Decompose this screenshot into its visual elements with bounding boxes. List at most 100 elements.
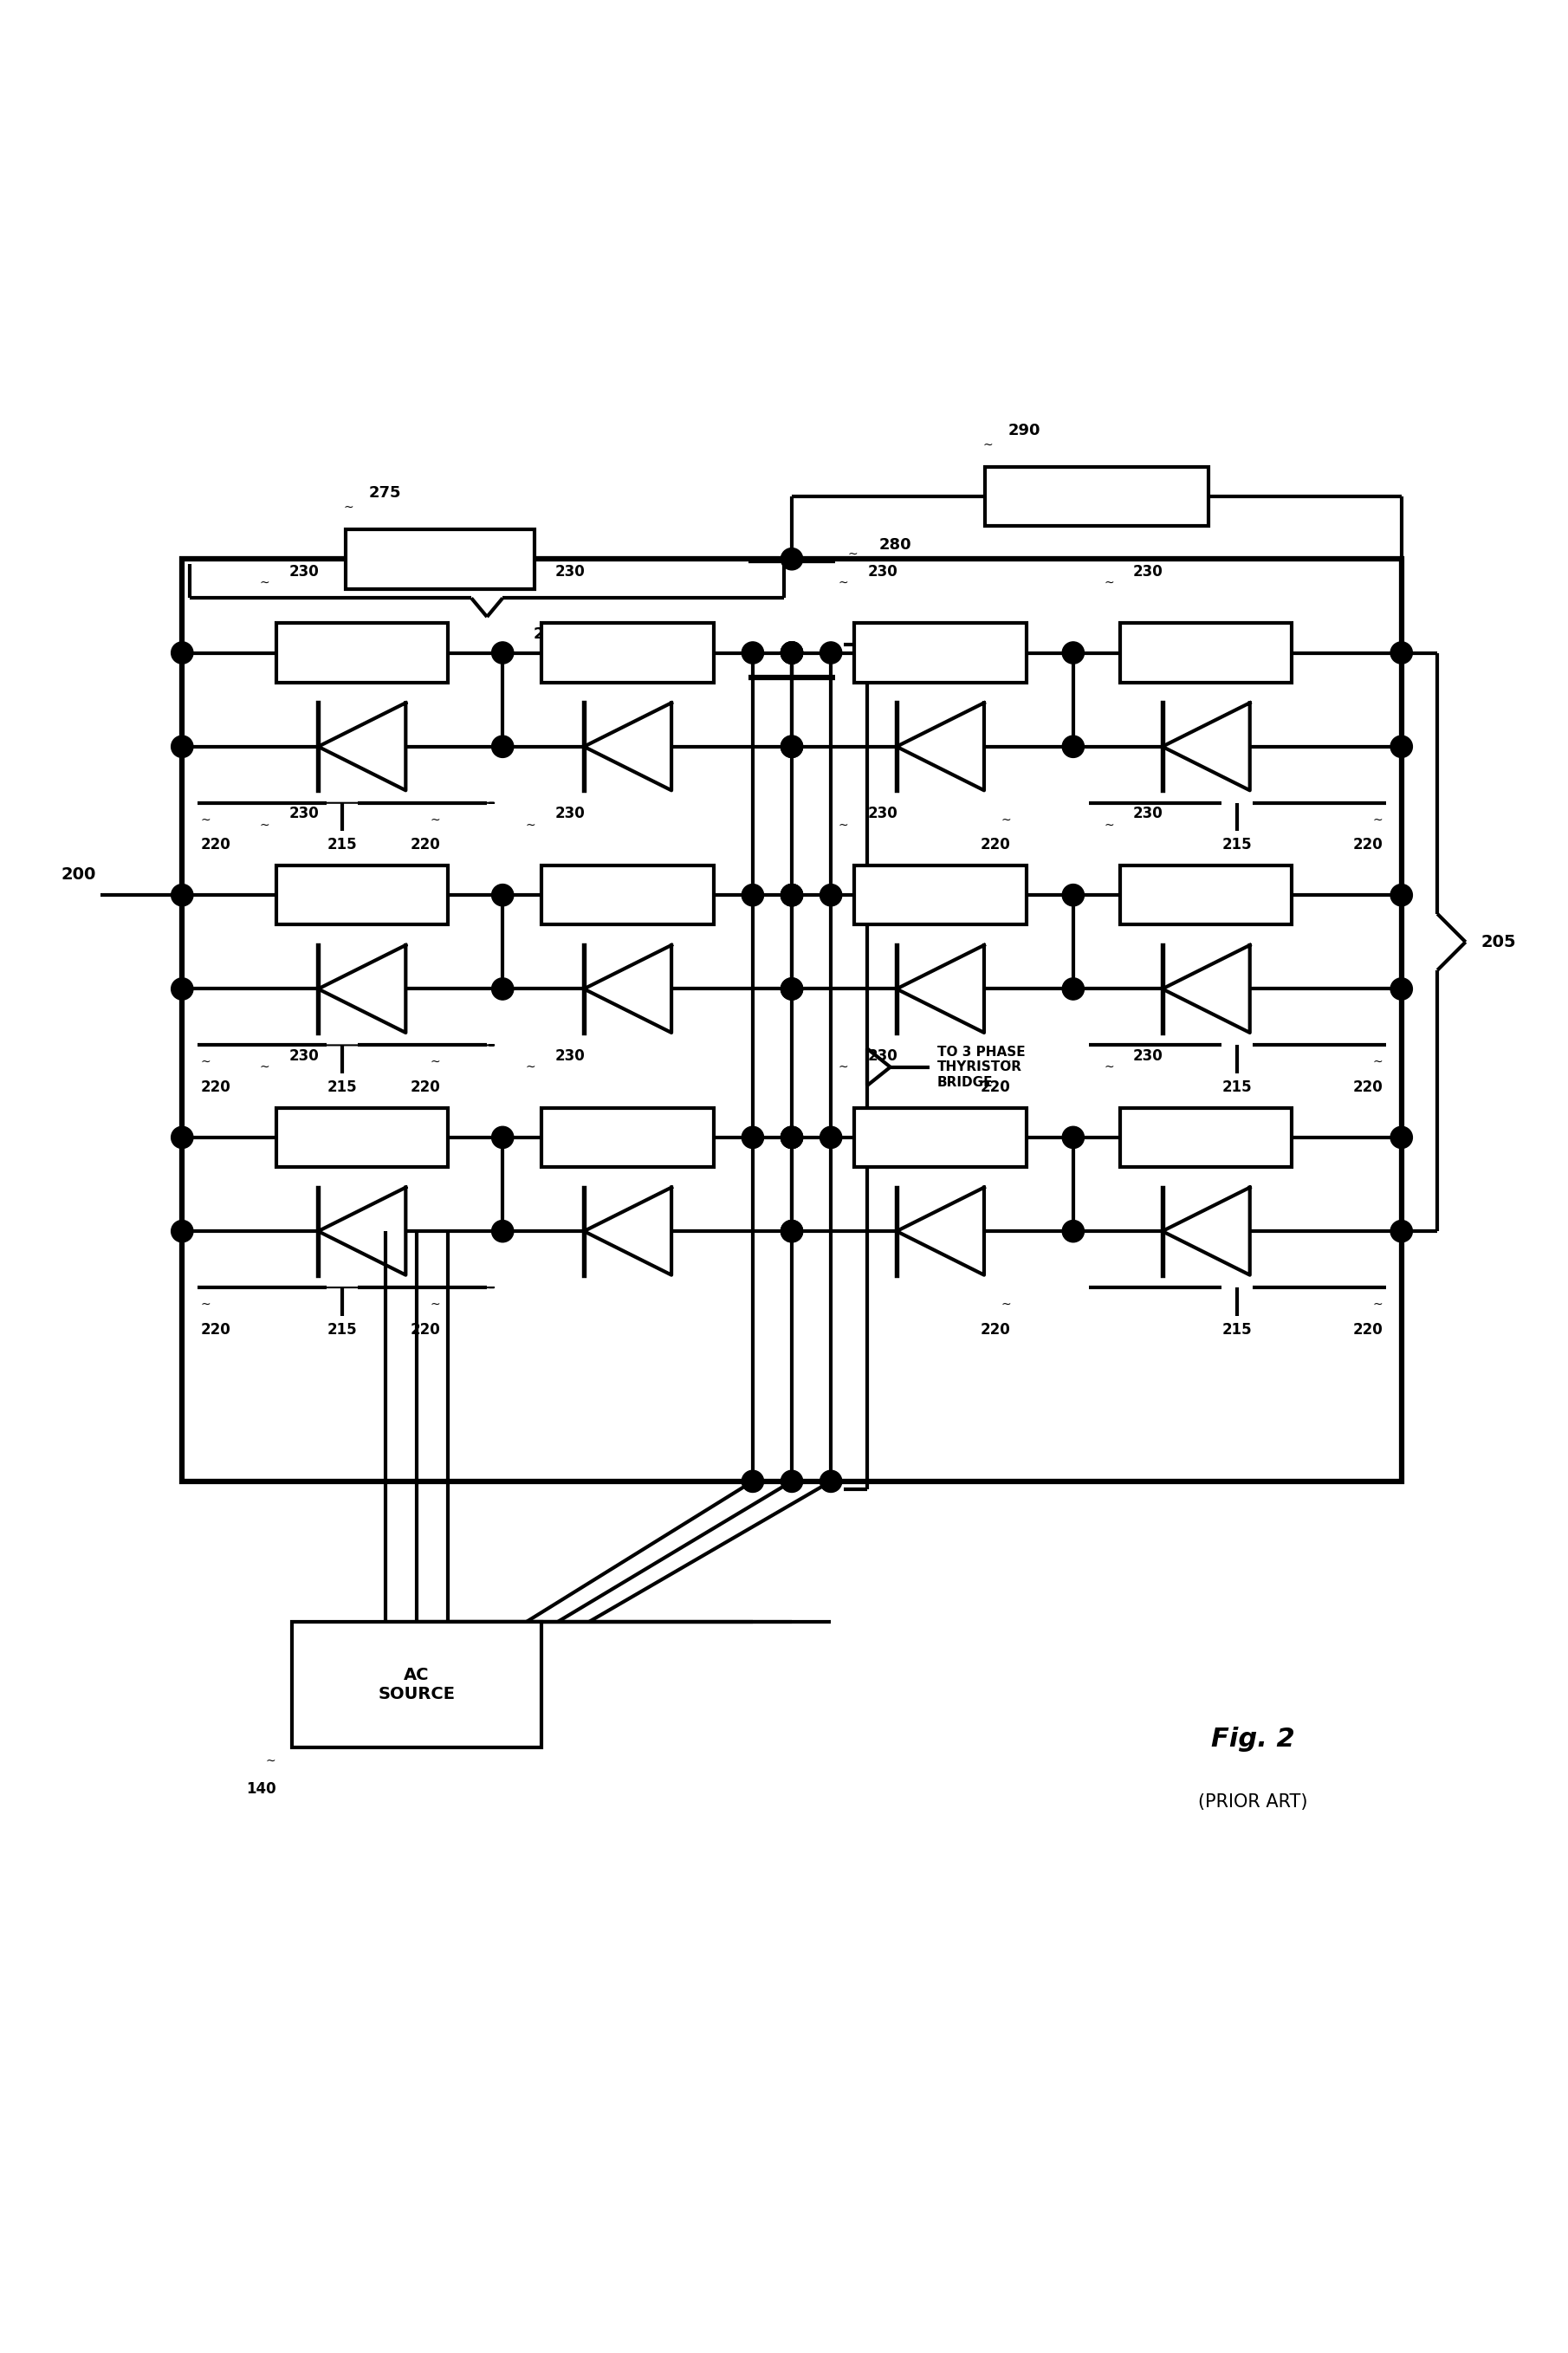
Circle shape [781, 736, 803, 758]
Text: 220: 220 [1353, 1322, 1383, 1337]
Text: 290: 290 [1008, 424, 1040, 438]
Circle shape [492, 642, 514, 664]
Bar [276, 866, 448, 925]
Circle shape [742, 1127, 764, 1148]
Text: ~: ~ [525, 819, 535, 831]
Text: ~: ~ [260, 819, 270, 831]
Circle shape [820, 885, 842, 906]
Text: AC
SOURCE: AC SOURCE [378, 1666, 455, 1701]
Text: ~: ~ [1000, 814, 1011, 826]
Circle shape [492, 1127, 514, 1148]
Circle shape [742, 642, 764, 664]
Text: ~: ~ [343, 501, 353, 513]
Circle shape [1062, 1221, 1083, 1242]
Circle shape [781, 1127, 803, 1148]
Bar [985, 466, 1209, 527]
Circle shape [781, 642, 803, 664]
Circle shape [171, 736, 193, 758]
Circle shape [781, 885, 803, 906]
Circle shape [781, 885, 803, 906]
Text: 215: 215 [1223, 1322, 1253, 1337]
Circle shape [742, 885, 764, 906]
Bar [1120, 624, 1292, 682]
Text: ~: ~ [837, 819, 848, 831]
Text: 220: 220 [980, 1080, 1011, 1094]
Text: 230: 230 [289, 807, 320, 821]
Text: 220: 220 [201, 838, 230, 852]
Text: ~: ~ [260, 576, 270, 588]
Text: ~: ~ [430, 1056, 441, 1068]
Circle shape [1062, 736, 1083, 758]
Circle shape [1062, 979, 1083, 1000]
Circle shape [1062, 1127, 1083, 1148]
Circle shape [781, 642, 803, 664]
Text: ~: ~ [201, 1299, 212, 1311]
Circle shape [171, 885, 193, 906]
Circle shape [171, 1221, 193, 1242]
Circle shape [492, 979, 514, 1000]
Bar [541, 866, 713, 925]
Circle shape [492, 1221, 514, 1242]
Circle shape [781, 1221, 803, 1242]
Circle shape [171, 1127, 193, 1148]
Text: 220: 220 [1353, 1080, 1383, 1094]
Circle shape [781, 1221, 803, 1242]
Text: ~: ~ [201, 1056, 212, 1068]
Circle shape [171, 642, 193, 664]
Text: ~: ~ [1104, 819, 1113, 831]
Circle shape [820, 642, 842, 664]
Text: ~: ~ [837, 576, 848, 588]
Circle shape [742, 1471, 764, 1492]
Text: ~: ~ [1372, 814, 1383, 826]
Circle shape [171, 979, 193, 1000]
Text: 215: 215 [328, 1080, 358, 1094]
Text: ~: ~ [837, 1061, 848, 1073]
Text: ~: ~ [525, 1061, 535, 1073]
Text: ~: ~ [1104, 576, 1113, 588]
Circle shape [781, 1471, 803, 1492]
Text: 215: 215 [1223, 838, 1253, 852]
Text: ~: ~ [983, 440, 993, 452]
Circle shape [781, 1127, 803, 1148]
Bar [855, 1108, 1027, 1167]
Text: 230: 230 [867, 565, 897, 579]
Bar [276, 1108, 448, 1167]
Text: ~: ~ [1372, 1299, 1383, 1311]
Text: 220: 220 [980, 838, 1011, 852]
Text: 200: 200 [61, 866, 96, 882]
Text: 220: 220 [1353, 838, 1383, 852]
Bar [345, 529, 535, 588]
Bar [276, 624, 448, 682]
Text: ~: ~ [430, 814, 441, 826]
Circle shape [1391, 1221, 1413, 1242]
Circle shape [781, 885, 803, 906]
Text: ~: ~ [1372, 1056, 1383, 1068]
Circle shape [781, 979, 803, 1000]
Text: 270: 270 [533, 626, 566, 642]
Bar [855, 624, 1027, 682]
Bar [855, 866, 1027, 925]
Bar [182, 560, 1402, 1482]
Text: 220: 220 [201, 1080, 230, 1094]
Bar [1120, 1108, 1292, 1167]
Text: ~: ~ [430, 1299, 441, 1311]
Text: 280: 280 [878, 536, 911, 553]
Circle shape [781, 979, 803, 1000]
Circle shape [781, 642, 803, 664]
Text: 230: 230 [289, 1049, 320, 1064]
Circle shape [492, 736, 514, 758]
Text: ~: ~ [1000, 1299, 1011, 1311]
Circle shape [492, 885, 514, 906]
Circle shape [781, 736, 803, 758]
Text: ~: ~ [260, 1061, 270, 1073]
Text: 220: 220 [409, 1080, 441, 1094]
Bar [292, 1621, 541, 1746]
Text: 230: 230 [555, 565, 585, 579]
Circle shape [781, 1127, 803, 1148]
Text: ~: ~ [201, 814, 212, 826]
Circle shape [1391, 736, 1413, 758]
Text: 230: 230 [289, 565, 320, 579]
Circle shape [820, 1471, 842, 1492]
Text: TO 3 PHASE
THYRISTOR
BRIDGE: TO 3 PHASE THYRISTOR BRIDGE [938, 1045, 1025, 1089]
Text: Fig. 2: Fig. 2 [1210, 1727, 1295, 1753]
